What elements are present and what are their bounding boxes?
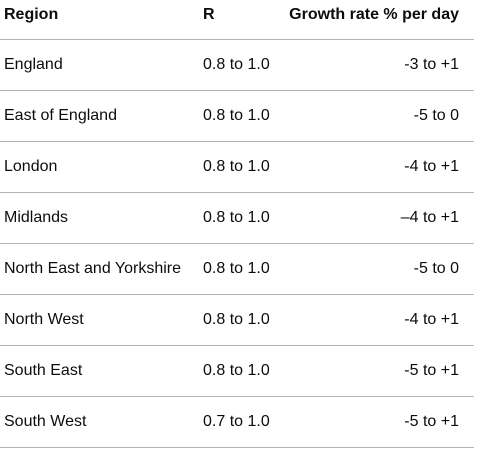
cell-region: North West xyxy=(4,311,84,328)
cell-growth-rate: -5 to 0 xyxy=(413,107,459,124)
cell-r: 0.8 to 1.0 xyxy=(203,260,270,277)
cell-region: Midlands xyxy=(4,209,69,226)
cell-growth-rate: -5 to +1 xyxy=(404,362,459,379)
cell-r: 0.8 to 1.0 xyxy=(203,209,270,226)
table-row: Midlands 0.8 to 1.0 –4 to +1 xyxy=(0,193,474,244)
table-header-row: Region R Growth rate % per day xyxy=(0,0,474,40)
cell-growth-rate: -5 to +1 xyxy=(404,413,459,430)
cell-r: 0.8 to 1.0 xyxy=(203,56,270,73)
cell-growth-rate: -4 to +1 xyxy=(404,158,459,175)
header-growth-rate: Growth rate % per day xyxy=(289,6,459,23)
cell-region: London xyxy=(4,158,58,175)
cell-region: South East xyxy=(4,362,83,379)
table-row: East of England 0.8 to 1.0 -5 to 0 xyxy=(0,91,474,142)
cell-growth-rate: -5 to 0 xyxy=(413,260,459,277)
cell-r: 0.8 to 1.0 xyxy=(203,107,270,124)
cell-r: 0.8 to 1.0 xyxy=(203,362,270,379)
cell-growth-rate: -4 to +1 xyxy=(404,311,459,328)
header-region: Region xyxy=(4,6,59,23)
table-row: South East 0.8 to 1.0 -5 to +1 xyxy=(0,346,474,397)
table-row: North West 0.8 to 1.0 -4 to +1 xyxy=(0,295,474,346)
cell-r: 0.8 to 1.0 xyxy=(203,158,270,175)
r-growth-table: Region R Growth rate % per day England 0… xyxy=(0,0,474,448)
cell-region: East of England xyxy=(4,107,117,124)
cell-region: South West xyxy=(4,413,87,430)
cell-growth-rate: –4 to +1 xyxy=(400,209,459,226)
cell-growth-rate: -3 to +1 xyxy=(404,56,459,73)
table-row: North East and Yorkshire 0.8 to 1.0 -5 t… xyxy=(0,244,474,295)
header-r: R xyxy=(203,6,215,23)
table-row: England 0.8 to 1.0 -3 to +1 xyxy=(0,40,474,91)
cell-r: 0.7 to 1.0 xyxy=(203,413,270,430)
cell-region: North East and Yorkshire xyxy=(4,260,181,277)
cell-r: 0.8 to 1.0 xyxy=(203,311,270,328)
cell-region: England xyxy=(4,56,63,73)
table-row: London 0.8 to 1.0 -4 to +1 xyxy=(0,142,474,193)
table-row: South West 0.7 to 1.0 -5 to +1 xyxy=(0,397,474,448)
